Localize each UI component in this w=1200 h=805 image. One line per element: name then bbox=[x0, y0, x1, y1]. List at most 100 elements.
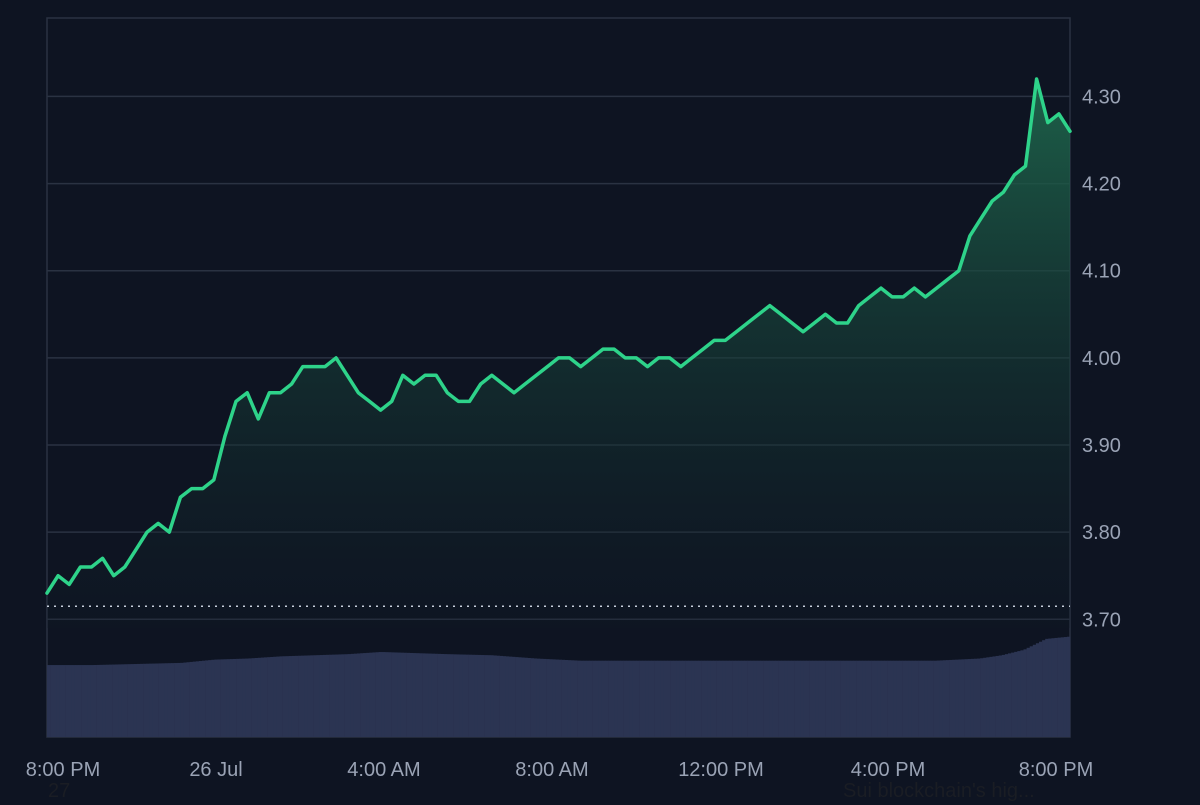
volume-bar bbox=[871, 660, 875, 737]
volume-bar bbox=[1054, 637, 1058, 737]
volume-bar bbox=[632, 660, 637, 737]
volume-bar bbox=[722, 660, 727, 737]
volume-bar bbox=[282, 656, 286, 737]
volume-bar bbox=[673, 660, 677, 737]
volume-bar bbox=[477, 654, 482, 737]
volume-bar bbox=[620, 660, 624, 737]
volume-bar bbox=[344, 654, 348, 737]
volume-bar bbox=[998, 655, 1003, 737]
volume-bar bbox=[177, 662, 181, 737]
volume-bar bbox=[781, 660, 786, 737]
volume-bar bbox=[1051, 638, 1055, 737]
volume-bar bbox=[316, 655, 321, 737]
volume-bar bbox=[521, 657, 525, 737]
volume-bar bbox=[747, 660, 751, 737]
volume-bar bbox=[245, 658, 249, 737]
volume-bar bbox=[1042, 640, 1046, 737]
volume-bar bbox=[849, 660, 854, 737]
volume-bar bbox=[59, 665, 63, 737]
volume-bar bbox=[744, 660, 748, 737]
y-tick-label: 4.30 bbox=[1082, 86, 1121, 108]
volume-bar bbox=[347, 654, 352, 737]
volume-bar bbox=[307, 655, 311, 737]
volume-bar bbox=[453, 654, 457, 737]
volume-bar bbox=[406, 652, 410, 737]
volume-bar bbox=[753, 660, 758, 737]
volume-bar bbox=[701, 660, 705, 737]
volume-bar bbox=[921, 660, 925, 737]
volume-bar bbox=[797, 660, 801, 737]
volume-bar bbox=[688, 660, 693, 737]
volume-bar bbox=[930, 660, 934, 737]
volume-bar bbox=[939, 660, 944, 737]
volume-bar bbox=[552, 659, 556, 737]
volume-bar bbox=[660, 660, 665, 737]
volume-bar bbox=[915, 660, 919, 737]
volume-bar bbox=[276, 656, 280, 737]
volume-bar bbox=[685, 660, 689, 737]
volume-bar bbox=[189, 661, 193, 737]
volume-bar bbox=[766, 660, 770, 737]
volume-bar bbox=[136, 663, 141, 737]
volume-bar bbox=[443, 654, 448, 737]
volume-bar bbox=[949, 659, 953, 737]
volume-bar bbox=[217, 659, 221, 737]
volume-bar bbox=[202, 660, 206, 737]
volume-bar bbox=[267, 657, 271, 737]
volume-bar bbox=[90, 665, 94, 737]
volume-bar bbox=[68, 665, 73, 737]
volume-bar bbox=[214, 659, 218, 737]
volume-bar bbox=[291, 655, 296, 737]
volume-bar bbox=[896, 660, 900, 737]
footer-news-snippet[interactable]: Sui blockchain's hig... bbox=[843, 780, 1035, 802]
volume-bar bbox=[338, 654, 342, 737]
volume-bar bbox=[617, 660, 621, 737]
volume-bar bbox=[508, 656, 513, 737]
volume-bar bbox=[614, 660, 618, 737]
volume-bar bbox=[729, 660, 733, 737]
volume-bar bbox=[1057, 637, 1061, 737]
y-tick-label: 4.20 bbox=[1082, 174, 1121, 196]
volume-bar bbox=[254, 657, 259, 737]
volume-bar bbox=[239, 658, 243, 737]
volume-bar bbox=[313, 655, 317, 737]
volume-bar bbox=[592, 660, 596, 737]
volume-bar bbox=[1026, 647, 1030, 737]
price-line bbox=[45, 77, 1072, 595]
volume-bar bbox=[539, 658, 544, 737]
volume-bar bbox=[1020, 650, 1024, 737]
volume-bar bbox=[87, 665, 91, 737]
volume-bar bbox=[775, 660, 779, 737]
volume-bar bbox=[152, 663, 156, 737]
volume-bar bbox=[78, 665, 82, 737]
volume-bar bbox=[388, 652, 392, 737]
volume-bar bbox=[81, 665, 85, 737]
volume-bar bbox=[530, 658, 534, 737]
volume-bar bbox=[164, 663, 169, 737]
volume-bar bbox=[257, 657, 262, 737]
volume-bar bbox=[958, 659, 962, 737]
volume-bar bbox=[679, 660, 683, 737]
volume-bar bbox=[350, 653, 355, 737]
volume-bar bbox=[71, 665, 76, 737]
volume-bar bbox=[750, 660, 755, 737]
volume-bar bbox=[800, 660, 804, 737]
volume-bar bbox=[598, 660, 603, 737]
volume-bar bbox=[474, 654, 479, 737]
volume-bar bbox=[251, 658, 255, 737]
volume-bar bbox=[995, 655, 999, 737]
volume-bar bbox=[741, 660, 745, 737]
volume-bar bbox=[555, 659, 559, 737]
volume-bar bbox=[53, 665, 57, 737]
volume-bar bbox=[992, 656, 996, 737]
volume-bar bbox=[577, 660, 581, 737]
volume-bar bbox=[186, 662, 190, 737]
volume-bar bbox=[326, 654, 330, 737]
volume-bar bbox=[586, 660, 590, 737]
volume-bar bbox=[874, 660, 879, 737]
volume-bar bbox=[496, 655, 500, 737]
volume-bar bbox=[1008, 653, 1012, 737]
volume-bar bbox=[905, 660, 910, 737]
volume-bar bbox=[456, 654, 460, 737]
volume-bar bbox=[772, 660, 776, 737]
